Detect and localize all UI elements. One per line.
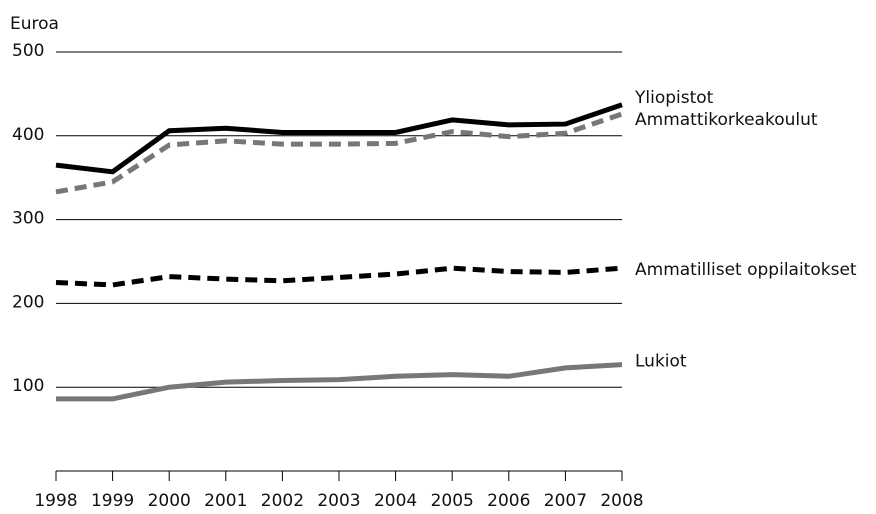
series-line: [56, 362, 623, 402]
x-tick-label: 2002: [261, 491, 304, 511]
x-tick-label: 2001: [204, 491, 247, 511]
x-tick-label: 2000: [148, 491, 191, 511]
series-label: Ammatilliset oppilaitokset: [635, 260, 857, 280]
series-label: Yliopistot: [634, 88, 714, 108]
x-tick-label: 1998: [34, 491, 77, 511]
series-line: [55, 102, 623, 175]
series-label: Lukiot: [635, 352, 687, 372]
x-tick-label: 1999: [91, 491, 134, 511]
x-tick-label: 2003: [317, 491, 360, 511]
y-tick-label: 400: [12, 125, 44, 145]
y-tick-label: 200: [12, 292, 44, 312]
y-tick-label: 500: [12, 41, 44, 61]
y-axis-label: Euroa: [10, 14, 59, 34]
x-tick-label: 2004: [374, 491, 417, 511]
series-line: [55, 265, 623, 288]
x-tick-label: 2008: [600, 491, 643, 511]
x-tick-label: 2006: [487, 491, 530, 511]
x-tick-label: 2007: [544, 491, 587, 511]
series-line: [55, 111, 623, 195]
y-tick-label: 300: [12, 209, 44, 229]
series-label: Ammattikorkeakoulut: [635, 110, 818, 130]
x-tick-label: 2005: [431, 491, 474, 511]
y-tick-label: 100: [12, 376, 44, 396]
